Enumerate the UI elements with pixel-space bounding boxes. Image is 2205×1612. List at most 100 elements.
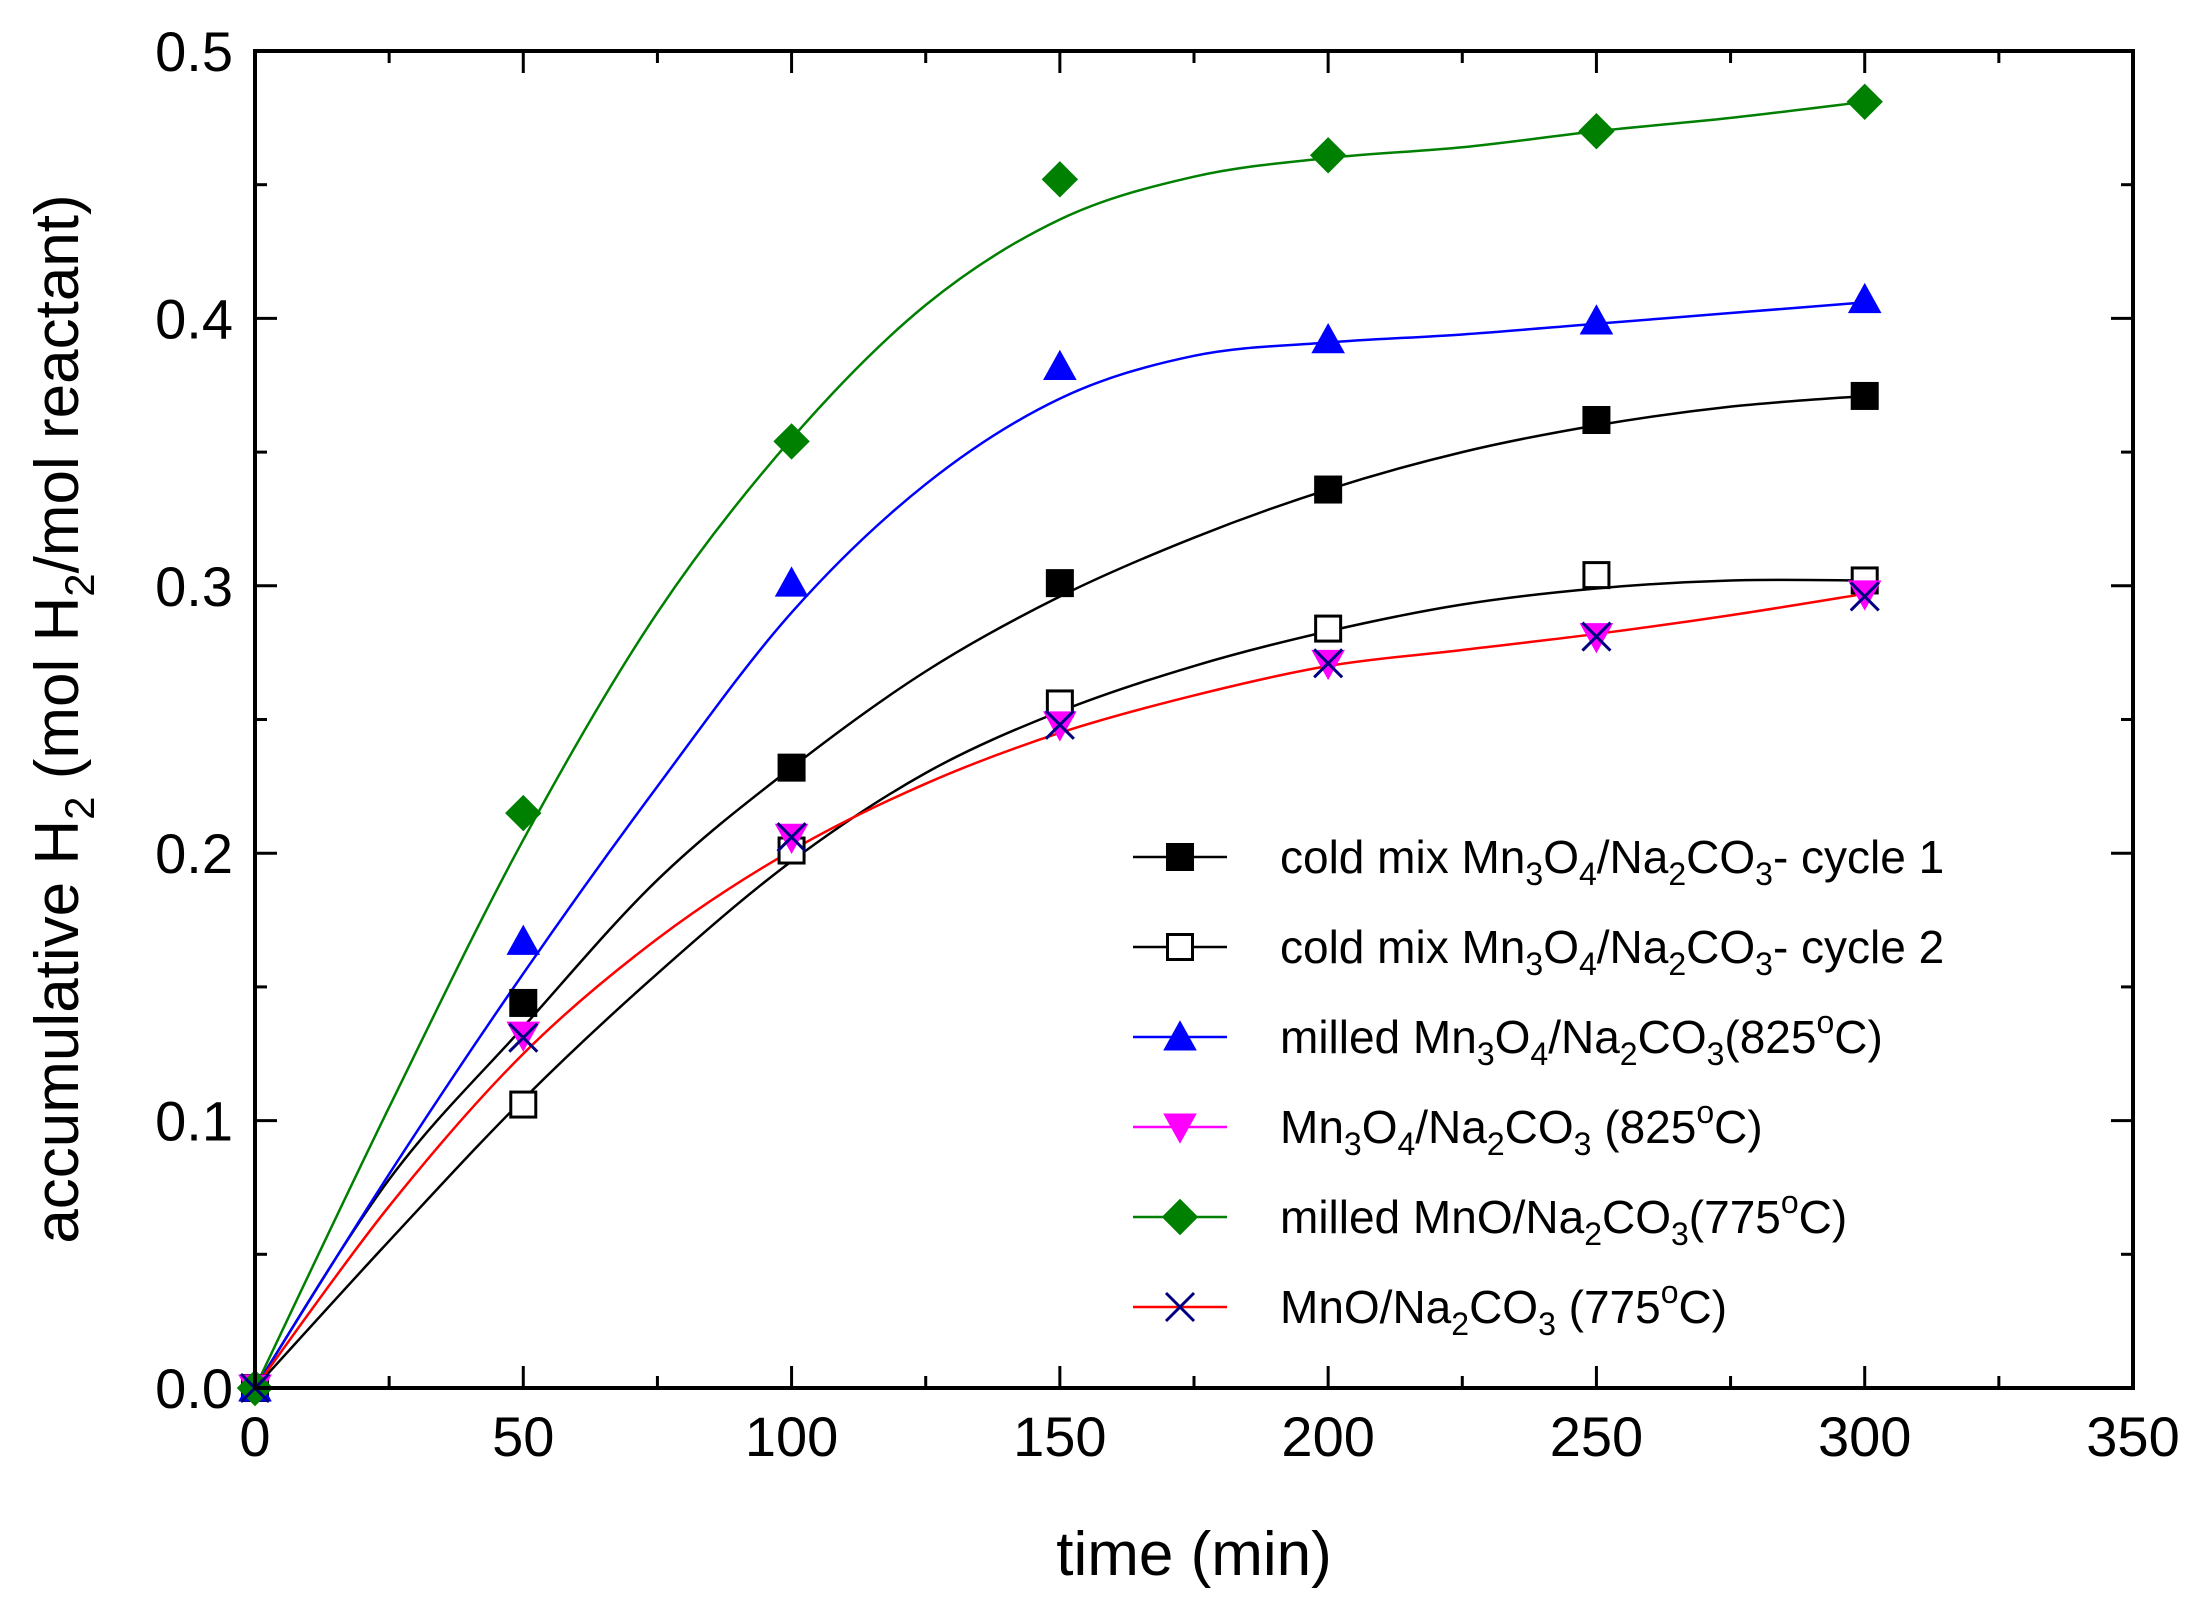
legend-label-part: 3 [1707,1036,1725,1072]
legend-label-part: CO [1505,1101,1574,1153]
legend-label-part: CO [1469,1281,1538,1333]
legend-label-part: o [1661,1274,1679,1310]
data-point-series-1 [1850,381,1879,410]
legend-label-part: 3 [1755,946,1773,982]
legend-label-part: (775 [1689,1191,1781,1243]
data-point-series-6-stroke [1044,709,1075,740]
y-axis-title: accumulative H2 (mol H2/mol reactant) [23,194,103,1243]
data-point-series-2 [1314,614,1343,643]
legend-item-6: MnO/Na2CO3 (775oC) [1133,1274,1727,1342]
legend-label-part: O [1362,1101,1398,1153]
x-tick-label: 0 [239,1405,270,1468]
legend-label-part: /Na [1597,921,1669,973]
legend-label-part: CO [1602,1191,1671,1243]
legend-label-part: 3 [1671,1216,1689,1252]
legend-label: milled MnO/Na2CO3(775oC) [1280,1184,1847,1252]
data-point-series-5 [1578,113,1615,150]
data-point-series-6 [1849,581,1880,612]
legend-label-part: C) [1799,1191,1848,1243]
fit-lines [253,100,1865,1389]
data-point-series-6 [776,822,807,853]
data-point-series-6-stroke [1849,581,1880,612]
legend-label-part: o [1696,1094,1714,1130]
data-point-series-5 [1846,83,1883,121]
legend-marker [1163,1020,1197,1051]
legend-label-part: C) [1679,1281,1728,1333]
legend-label-part: O [1543,831,1579,883]
legend-label-part: O [1495,1011,1531,1063]
data-point-series-6 [1581,621,1612,652]
data-point-series-2 [1582,561,1611,590]
legend-label-part: 3 [1538,1306,1556,1342]
tick-labels: 0 50 100 150 200 250 300 350 0.0 0.1 0.2 0.3 0.4 0.5 [155,20,2180,1468]
fit-line-series-5 [253,100,1865,1389]
legend-marker [1166,843,1194,871]
x-tick-label: 100 [745,1405,838,1468]
data-point-series-1 [1045,569,1074,598]
data-point-series-1 [777,753,806,782]
fit-line-series-2 [254,578,1865,1389]
data-point-series-6 [1044,709,1075,740]
legend-item-2: cold mix Mn3O4/Na2CO3- cycle 2 [1133,921,1944,982]
data-markers [236,83,1883,1407]
legend-label-part: /Na [1415,1101,1487,1153]
data-point-series-3 [1579,304,1614,335]
legend-label-part: C) [1714,1101,1763,1153]
legend-label: cold mix Mn3O4/Na2CO3- cycle 1 [1280,831,1944,892]
legend-label-part: milled Mn [1280,1011,1477,1063]
data-point-series-1 [1314,475,1343,504]
legend-marker [1166,933,1194,961]
legend-label-part: C) [1834,1011,1883,1063]
legend-label: Mn3O4/Na2CO3 (825oC) [1280,1094,1763,1162]
legend-label: MnO/Na2CO3 (775oC) [1280,1274,1727,1342]
legend-label-part: o [1781,1184,1799,1220]
data-point-series-6-stroke [1581,621,1612,652]
legend-label-part: 4 [1579,856,1597,892]
axis-ticks [253,49,2135,1390]
legend-label-part: o [1816,1004,1834,1040]
legend-label-part: - cycle 1 [1773,831,1944,883]
legend-label-part: 2 [1487,1126,1505,1162]
legend-item-3: milled Mn3O4/Na2CO3(825oC) [1133,1004,1883,1072]
fit-line-series-1 [253,394,1865,1389]
y-tick-label: 0.3 [155,555,233,618]
data-point-series-1 [509,988,538,1017]
legend-label-part: 3 [1525,946,1543,982]
legend-label-part: 3 [1344,1126,1362,1162]
y-tick-label: 0.4 [155,287,233,350]
legend-item-5: milled MnO/Na2CO3(775oC) [1133,1184,1847,1252]
legend-label: milled Mn3O4/Na2CO3(825oC) [1280,1004,1883,1072]
data-point-series-5 [1309,137,1347,174]
x-tick-label: 250 [1550,1405,1643,1468]
y-tick-label: 0.0 [155,1357,233,1420]
legend-label-part: 3 [1525,856,1543,892]
data-point-series-3 [1311,322,1345,354]
data-point-series-5 [1041,161,1079,198]
data-point-series-5 [773,423,810,460]
legend-label-part: 3 [1477,1036,1495,1072]
fit-line-series-3 [253,301,1865,1389]
data-point-series-6 [508,1022,539,1053]
y-tick-label: 0.1 [155,1090,233,1153]
data-point-series-3 [1847,282,1882,314]
legend-label-part: MnO/Na [1280,1281,1452,1333]
x-tick-label: 200 [1281,1405,1374,1468]
legend-item-4: Mn3O4/Na2CO3 (825oC) [1133,1094,1763,1162]
legend-label-part: 2 [1584,1216,1602,1252]
legend-marker [1164,1291,1196,1323]
x-tick-label: 300 [1818,1405,1911,1468]
legend-label-part: milled MnO/Na [1280,1191,1585,1243]
data-point-series-3 [506,924,541,955]
legend-marker [1163,1113,1197,1144]
legend-marker [1161,1198,1199,1236]
data-point-series-1 [1582,406,1611,435]
legend-label-part: O [1543,921,1579,973]
x-tick-label: 350 [2086,1405,2179,1468]
legend-label-part: /Na [1597,831,1669,883]
legend-marker-stroke [1164,1291,1196,1323]
legend-item-1: cold mix Mn3O4/Na2CO3- cycle 1 [1133,831,1944,892]
legend-label-part: cold mix Mn [1280,831,1525,883]
data-point-series-6 [1313,648,1344,679]
